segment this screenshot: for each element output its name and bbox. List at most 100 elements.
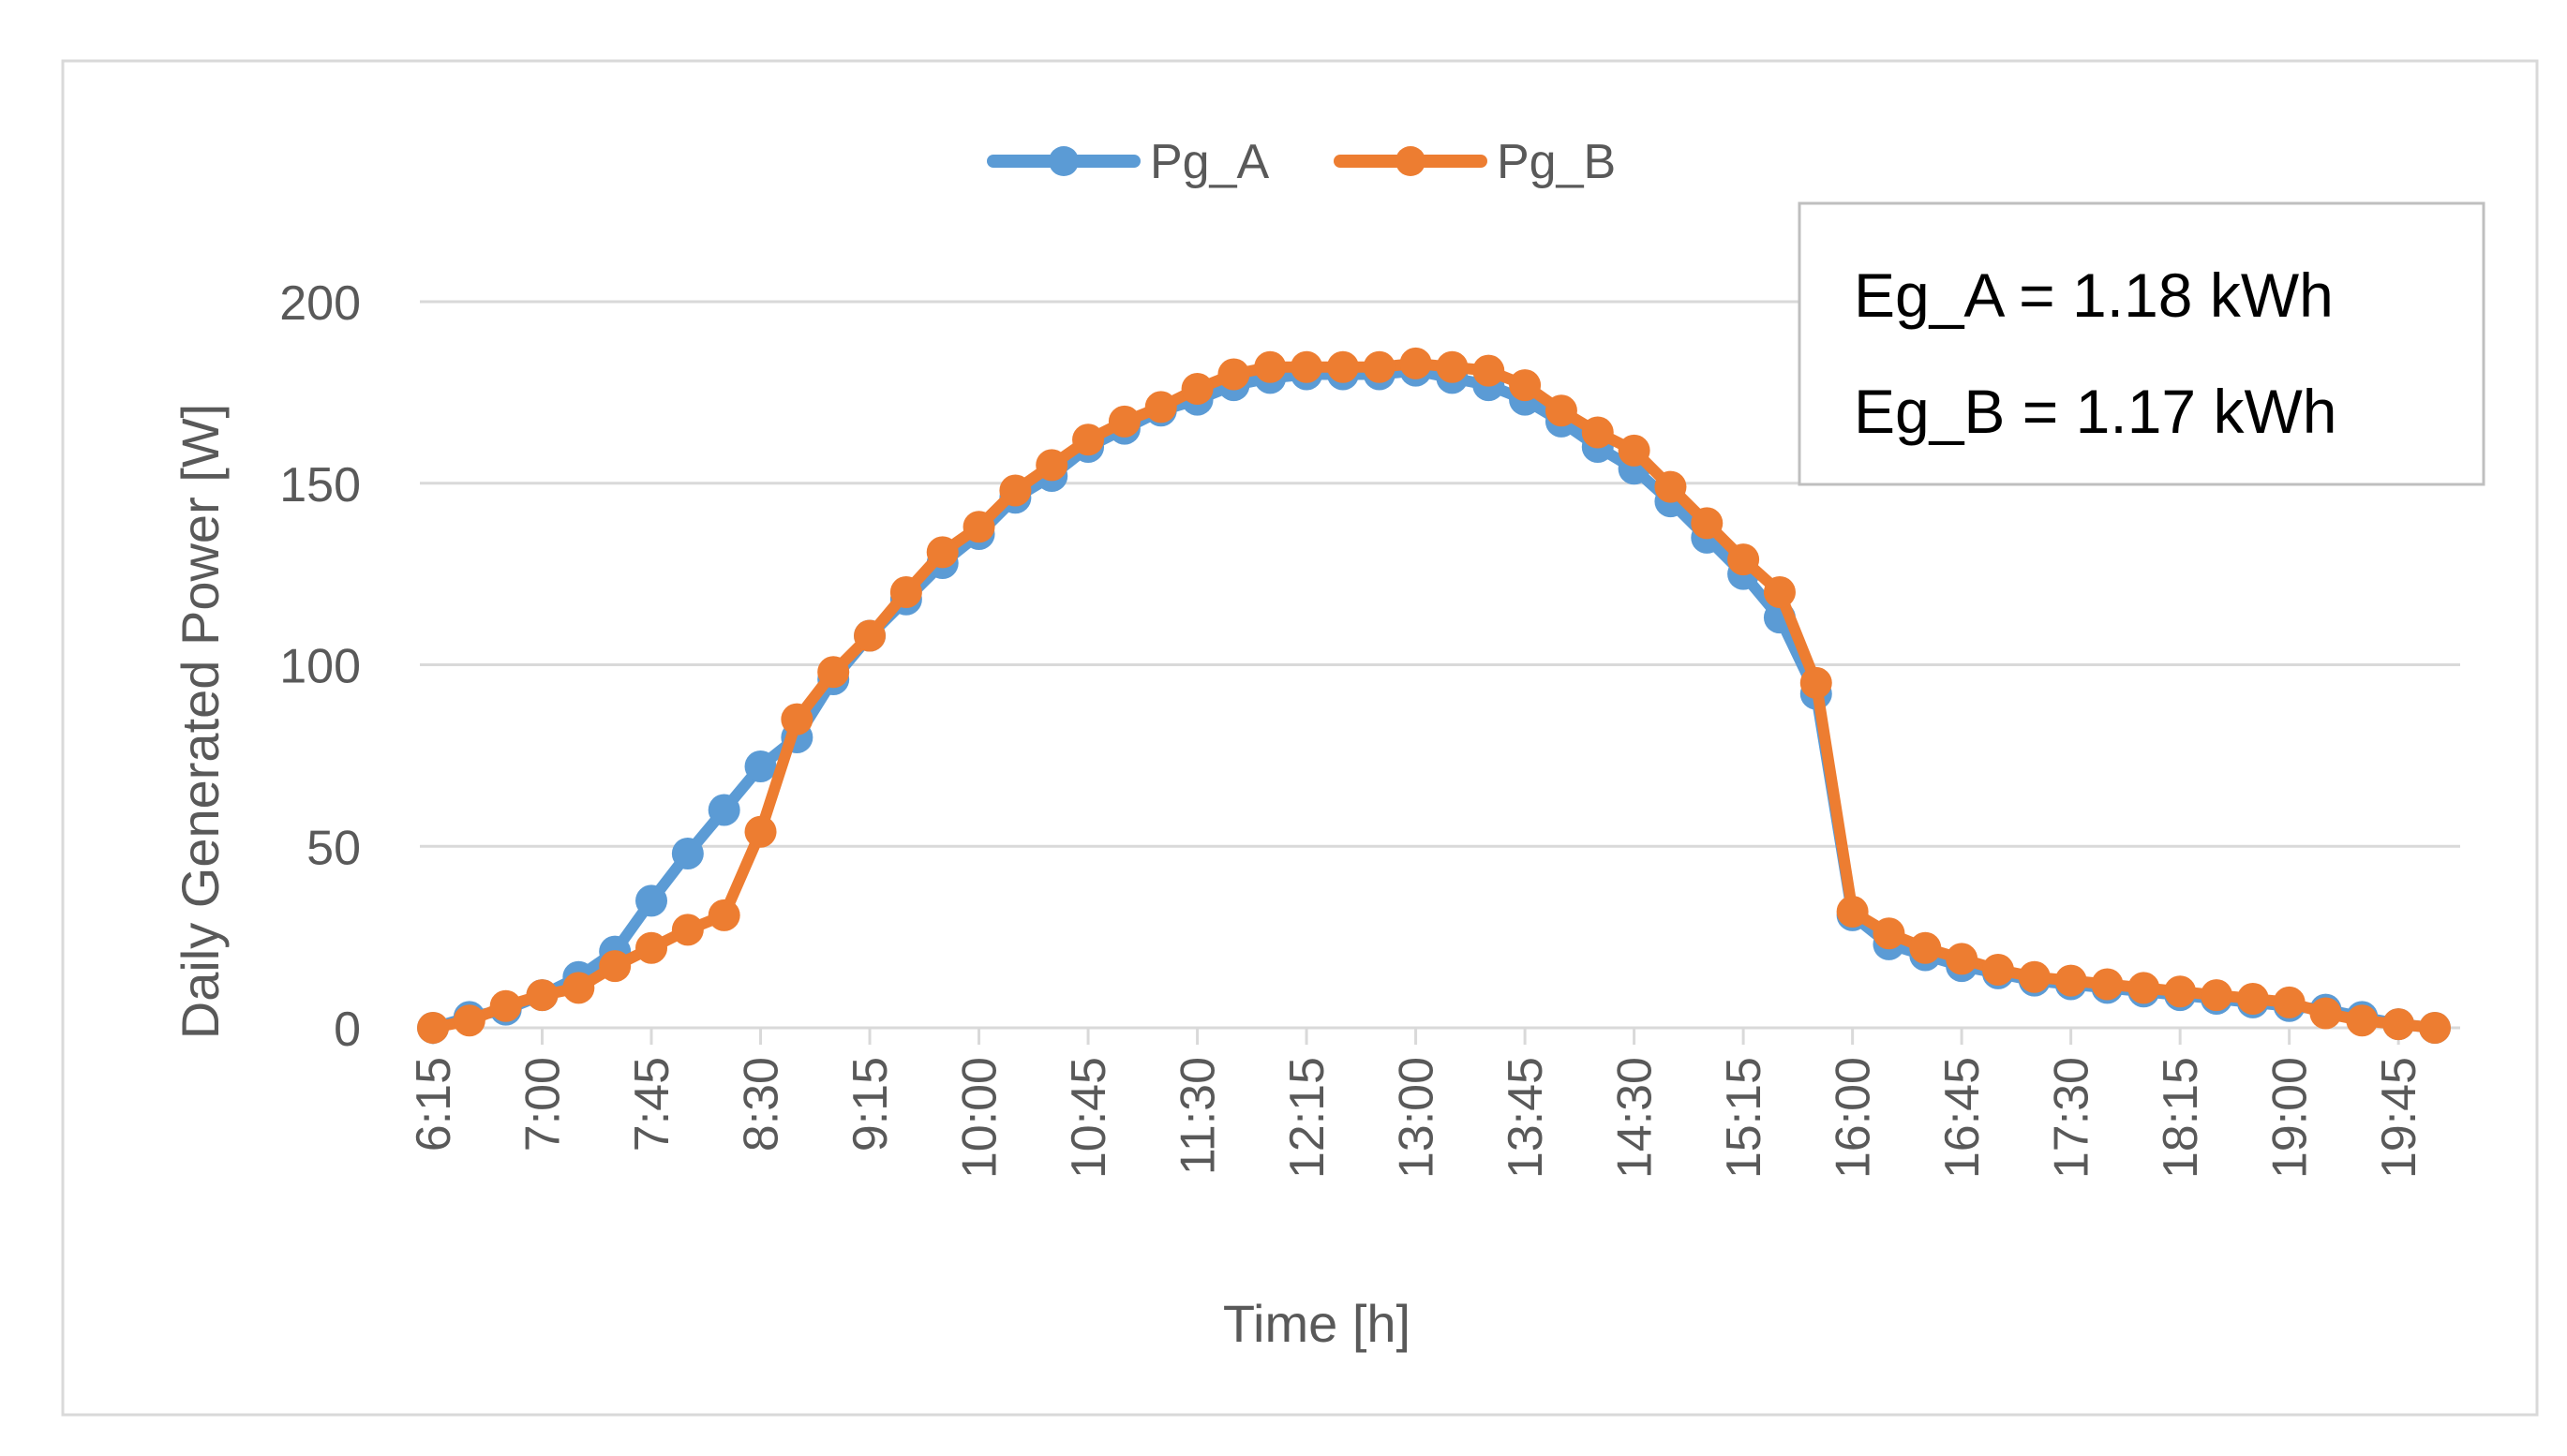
data-point: [1763, 576, 1796, 608]
legend-label-pg-a: Pg_A: [1150, 135, 1270, 189]
data-point: [2127, 972, 2160, 1004]
data-point: [1036, 449, 1068, 482]
data-point: [999, 474, 1032, 507]
data-point: [1217, 358, 1250, 391]
y-tick-label: 150: [279, 458, 361, 513]
y-tick-label: 200: [279, 276, 361, 331]
data-point: [2164, 975, 2197, 1008]
data-point: [1618, 434, 1650, 467]
data-point: [2419, 1012, 2451, 1044]
data-point: [417, 1012, 449, 1044]
x-axis-title: Time [h]: [1223, 1294, 1410, 1353]
x-tick-label: 11:30: [1172, 1057, 1226, 1175]
data-point: [2018, 960, 2051, 993]
legend: Pg_A Pg_B: [987, 135, 1616, 189]
data-point: [781, 703, 813, 735]
data-point: [1946, 943, 1978, 975]
x-tick-label: 13:45: [1499, 1057, 1553, 1179]
data-point: [1144, 391, 1177, 423]
x-tick-label: 16:00: [1827, 1057, 1881, 1179]
x-tick-label: 10:45: [1062, 1057, 1116, 1179]
data-point: [1873, 917, 1905, 950]
y-tick-label: 100: [279, 640, 361, 694]
x-tick-label: 16:45: [1935, 1057, 1990, 1179]
data-point: [453, 1004, 485, 1037]
data-point: [1836, 896, 1869, 928]
data-point: [2236, 983, 2269, 1015]
x-tick-label: 15:15: [1717, 1057, 1771, 1179]
data-point: [2273, 986, 2306, 1018]
data-point: [671, 838, 704, 869]
axes: 0 50 100 150 200 6:15 7:00 7:45 8:30 9:15 10:00 10:…: [279, 276, 2460, 1179]
data-point: [1472, 354, 1505, 387]
x-tick-label: 8:30: [735, 1057, 789, 1151]
legend-marker-pg-b: [1395, 146, 1425, 176]
data-point: [708, 899, 740, 931]
data-point: [889, 576, 922, 608]
x-tick-label: 19:45: [2372, 1057, 2426, 1179]
data-point: [1654, 470, 1687, 503]
x-tick-label: 6:15: [407, 1057, 461, 1151]
data-point: [1436, 350, 1469, 383]
data-point: [635, 884, 668, 917]
data-point: [1727, 543, 1760, 576]
annotation-eg-b: Eg_B = 1.17 kWh: [1854, 377, 2336, 446]
data-point: [1545, 394, 1577, 427]
x-tick-label: 18:15: [2154, 1057, 2208, 1179]
data-point: [744, 750, 777, 782]
data-point: [1581, 416, 1614, 449]
data-point: [2091, 968, 2124, 1001]
data-point: [1363, 350, 1395, 383]
data-point: [1509, 369, 1542, 402]
data-point: [1909, 931, 1942, 964]
data-point: [854, 619, 887, 652]
annotation-eg-a: Eg_A = 1.18 kWh: [1854, 260, 2334, 330]
data-point: [1108, 405, 1141, 438]
data-point: [1326, 350, 1359, 383]
data-point: [635, 931, 668, 964]
data-point: [1181, 373, 1214, 405]
x-tick-label: 7:45: [625, 1057, 679, 1151]
data-point: [708, 794, 740, 826]
y-axis-title: Daily Generated Power [W]: [171, 404, 230, 1039]
data-point: [2309, 997, 2342, 1030]
y-tick-label: 0: [334, 1003, 361, 1057]
x-tick-label: 9:15: [843, 1057, 898, 1151]
data-point: [526, 979, 559, 1012]
data-point: [1254, 350, 1287, 383]
x-tick-label: 7:00: [516, 1057, 571, 1151]
x-tick-label: 12:15: [1280, 1057, 1335, 1179]
data-point: [1981, 954, 2014, 986]
data-point: [2346, 1004, 2379, 1037]
x-tick-label: 13:00: [1390, 1057, 1444, 1179]
x-tick-label: 17:30: [2045, 1057, 2099, 1179]
y-tick-label: 50: [306, 821, 361, 875]
x-tick-label: 14:30: [1608, 1057, 1663, 1179]
annotation-frame: [1798, 201, 2485, 486]
data-point: [599, 950, 632, 983]
data-point: [817, 656, 850, 689]
legend-label-pg-b: Pg_B: [1497, 135, 1616, 189]
series-Pg_B: [417, 347, 2451, 1044]
x-tick-label: 19:00: [2263, 1057, 2318, 1179]
data-point: [1691, 507, 1724, 540]
data-point: [1072, 423, 1105, 456]
data-point: [489, 989, 522, 1022]
data-point: [744, 815, 777, 848]
data-point: [2382, 1008, 2415, 1041]
data-point: [926, 536, 959, 569]
data-point: [963, 511, 995, 543]
data-point: [2200, 979, 2232, 1012]
energy-annotation-box: Eg_A = 1.18 kWh Eg_B = 1.17 kWh: [1798, 201, 2485, 486]
data-point: [671, 914, 704, 946]
data-point: [562, 972, 595, 1004]
data-point: [1291, 350, 1323, 383]
legend-marker-pg-a: [1049, 146, 1079, 176]
data-point: [2054, 964, 2087, 997]
x-tick-label: 10:00: [953, 1057, 1007, 1179]
series-layer: [417, 347, 2451, 1044]
data-point: [1799, 666, 1832, 699]
data-point: [1399, 347, 1432, 379]
